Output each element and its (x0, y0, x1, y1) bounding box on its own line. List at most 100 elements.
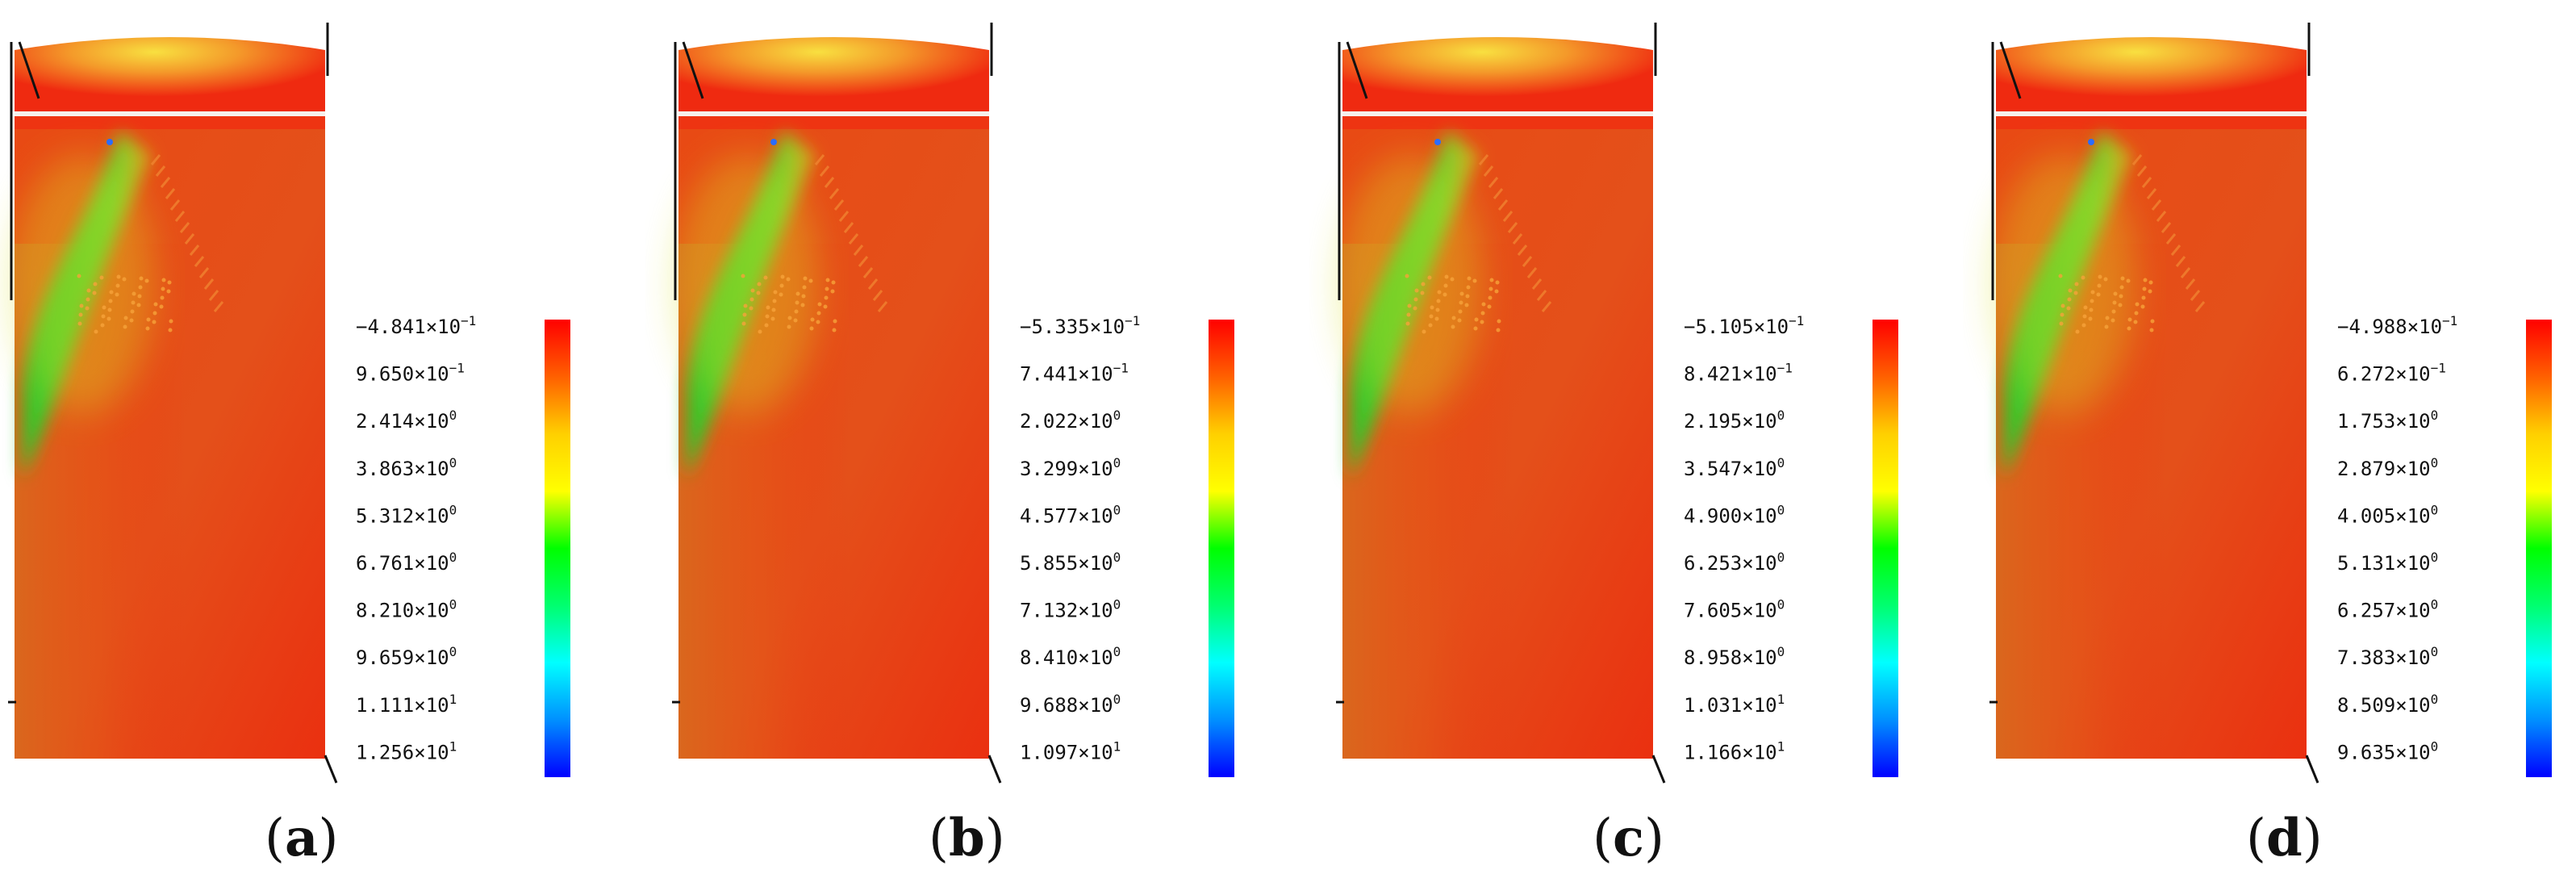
speckle (2118, 303, 2123, 307)
scale-label: 6.257×100 (2337, 597, 2438, 622)
speckle (2126, 278, 2131, 283)
speckle (79, 303, 84, 308)
speckle (771, 307, 776, 312)
speckle (131, 300, 136, 305)
speckle (102, 305, 106, 310)
speckle (94, 329, 98, 334)
speckle (152, 320, 157, 324)
panel-c: −5.105×10−1 8.421×10−1 2.195×100 3.547×100 4… (1336, 23, 1898, 868)
speckle (741, 321, 746, 326)
upper-plate (1996, 116, 2307, 129)
speckle (2119, 285, 2124, 290)
streak (184, 233, 195, 245)
contour-plot (1336, 23, 1666, 784)
scale-label: 5.131×100 (2337, 550, 2438, 575)
color-scale-bar (1873, 320, 1898, 777)
speckle (1464, 303, 1469, 307)
speckle (810, 317, 815, 322)
scale-label: 2.414×100 (356, 408, 457, 433)
speckle (2110, 318, 2115, 323)
speckle (1435, 307, 1440, 312)
speckle (816, 320, 820, 324)
cap-gap (1996, 111, 2307, 116)
speckle (742, 312, 747, 317)
speckle (749, 297, 754, 302)
speckle (831, 280, 836, 285)
speckle (2104, 324, 2109, 329)
axis-bottom-right (2305, 755, 2319, 784)
speckle (145, 326, 150, 331)
streak (862, 267, 874, 278)
speckle (2088, 316, 2093, 321)
scale-label: 8.421×10−1 (1684, 361, 1793, 386)
speckle (2127, 317, 2132, 322)
speckle (2090, 299, 2094, 303)
speckle (146, 317, 151, 322)
streak (208, 290, 219, 301)
speckle (168, 328, 173, 332)
streak (2180, 267, 2191, 278)
upper-plate (678, 116, 989, 129)
speckle (137, 294, 142, 299)
speckle (2134, 311, 2139, 316)
speckle (2089, 307, 2094, 312)
scale-label: 1.256×101 (356, 738, 457, 763)
speckle (2096, 292, 2101, 297)
axis-diagonal (1346, 41, 1368, 99)
speckle (2120, 276, 2125, 281)
speckle (2148, 280, 2153, 285)
speckle (809, 326, 814, 331)
speckle (2060, 303, 2065, 308)
streak (203, 278, 215, 290)
speckle (793, 318, 798, 323)
streak (150, 154, 161, 165)
speckle (750, 288, 755, 293)
scale-labels: −4.988×10−1 6.272×10−1 1.753×100 2.879×100 4… (2337, 313, 2457, 763)
speckle (1436, 299, 1441, 303)
speckle (787, 316, 792, 320)
speckle (2140, 304, 2145, 309)
scale-label: 7.605×100 (1684, 597, 1785, 622)
speckle (2135, 302, 2140, 307)
peak-marker (106, 139, 113, 145)
speckle (139, 276, 144, 281)
speckle (1421, 282, 1426, 286)
streak (819, 165, 830, 177)
top-cap (1996, 37, 2307, 111)
speckle (2150, 319, 2155, 324)
speckle (1487, 304, 1492, 309)
streak (2190, 290, 2201, 301)
speckle (764, 323, 769, 328)
speckle (1451, 324, 1455, 329)
streak (1517, 245, 1528, 256)
damage-zone (741, 154, 888, 334)
speckle (77, 321, 82, 326)
speckle (2081, 275, 2085, 280)
speckle (770, 316, 775, 321)
scale-label: 5.312×100 (356, 502, 457, 527)
streak (829, 188, 840, 199)
axis-diagonal (682, 41, 704, 99)
yellow-halo (674, 155, 820, 413)
scale-label: 8.210×100 (356, 597, 457, 622)
speckle (1488, 286, 1493, 291)
scale-label: 2.022×100 (1020, 408, 1121, 433)
axis-diagonal (1999, 41, 2022, 99)
speckle (2148, 289, 2152, 294)
speckle (123, 324, 127, 329)
speckle (138, 285, 143, 290)
speckle (2097, 283, 2102, 288)
speckle (115, 283, 120, 288)
speckle (2060, 312, 2065, 317)
streak (2161, 222, 2172, 233)
speckle (115, 292, 119, 297)
speckle (2074, 282, 2079, 286)
speckle (108, 299, 113, 303)
speckle (160, 295, 165, 300)
speckle (1450, 277, 1455, 282)
speckle (763, 275, 768, 280)
streak (838, 211, 850, 222)
axis-bottom-right (987, 755, 1002, 784)
speckle (152, 311, 157, 316)
speckle (1406, 312, 1411, 317)
